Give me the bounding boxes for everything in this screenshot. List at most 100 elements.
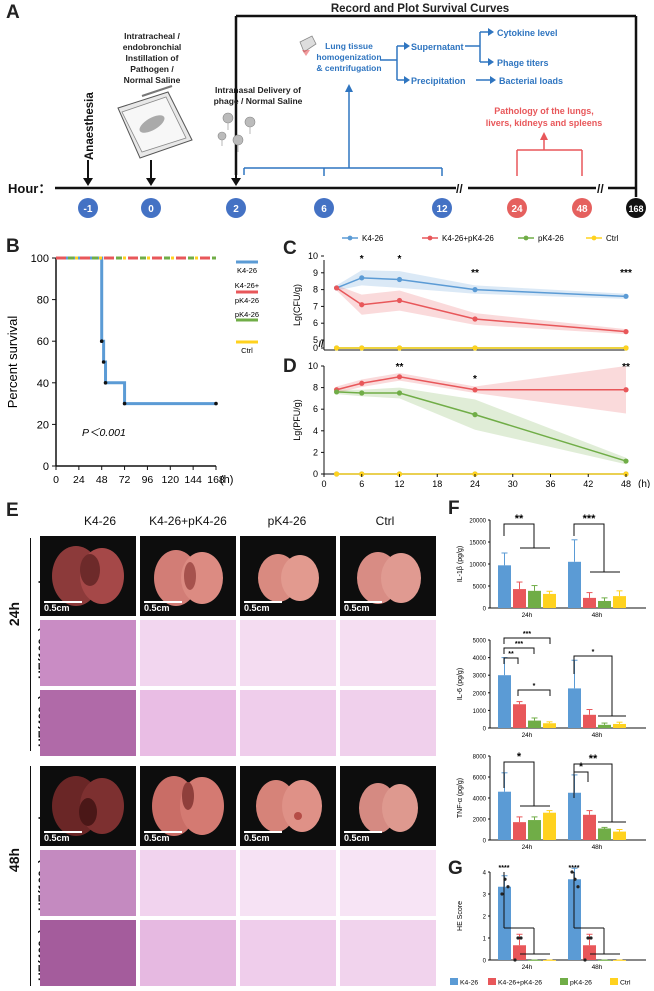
scale-label: 0.5cm — [244, 833, 270, 843]
he-100x-image — [40, 850, 136, 916]
x-tick-label: 0 — [321, 479, 326, 488]
y-tick-label: 20000 — [469, 519, 486, 525]
y-axis-label: Lg(CFU/g) — [292, 284, 302, 326]
lung-photo: 0.5cm — [240, 766, 336, 846]
lung-photo: 0.5cm — [240, 536, 336, 616]
x-tick-label: 24 — [73, 474, 85, 486]
data-point — [472, 387, 478, 393]
significance-mark: * — [533, 683, 536, 690]
bar — [613, 831, 626, 840]
bar — [498, 565, 511, 608]
y-tick-label: 10 — [308, 251, 318, 261]
x-tick-label: 18 — [432, 479, 442, 488]
significance-bracket — [503, 647, 535, 654]
significance-mark: ** — [471, 268, 479, 279]
hour-node: 48 — [572, 198, 592, 218]
he-400x-image — [340, 920, 436, 986]
lung-photo: 0.5cm — [340, 766, 436, 846]
col-header: pK4-26 — [267, 514, 307, 528]
y-tick-label: 1 — [483, 937, 487, 943]
il1b-chart: 0 5000 10000 15000 20000 IL-1β (pg/g) 24h 48h **… — [457, 513, 646, 619]
legend-swatch — [450, 978, 458, 985]
category-label: 24h — [522, 732, 533, 739]
legend-dot — [427, 235, 433, 241]
data-point — [396, 374, 403, 380]
homogenization-line-2: homogenization — [316, 52, 381, 62]
hour-node: 24 — [507, 198, 527, 218]
y-tick-label: 8 — [313, 285, 318, 295]
pathology-line-1: Pathology of the lungs, — [494, 106, 594, 116]
data-point — [623, 458, 629, 464]
he-400x-image — [240, 920, 336, 986]
category-label: 48h — [592, 732, 603, 739]
histology-panel: K4-26 K4-26+pK4-26 pK4-26 Ctrl 24h Lung … — [0, 500, 440, 991]
instillation-line-5: Normal Saline — [124, 75, 181, 85]
instillation-line-4: Pathogen / — [130, 64, 174, 74]
bar — [543, 723, 556, 728]
bar — [498, 791, 511, 840]
data-point — [359, 345, 365, 351]
intranasal-line-2: phage / Normal Saline — [214, 96, 303, 106]
data-point — [623, 293, 629, 299]
lung-photo: 0.5cm — [140, 766, 236, 846]
data-point — [396, 276, 403, 283]
data-point — [506, 885, 510, 889]
data-point — [586, 936, 590, 940]
panel-letter-g: G — [448, 858, 463, 879]
y-tick-label: 0 — [483, 727, 487, 733]
lung-photo: 0.5cm — [40, 766, 136, 846]
y-tick-label: 5000 — [473, 585, 487, 591]
hour-node: 168 — [626, 198, 646, 218]
data-point — [472, 412, 478, 418]
svg-text:12: 12 — [436, 204, 448, 215]
instillation-line-3: Instillation of — [126, 53, 179, 63]
axis-break: // — [597, 182, 604, 196]
data-point — [500, 892, 504, 896]
x-tick-label: 36 — [545, 479, 555, 488]
precipitation-label: Precipitation — [411, 76, 466, 86]
bar — [513, 945, 526, 960]
data-point — [570, 870, 574, 874]
data-point — [333, 345, 340, 351]
svg-text:-1: -1 — [84, 204, 93, 215]
axis-break: // — [456, 182, 463, 196]
data-point — [623, 345, 629, 351]
phage-illustration — [217, 112, 256, 152]
x-tick-label: 48 — [621, 479, 631, 488]
data-point — [589, 936, 593, 940]
tube-icon — [299, 35, 317, 56]
data-point — [396, 297, 403, 304]
mouse-board-illustration — [117, 85, 193, 159]
bar — [528, 720, 541, 728]
x-tick-label: 24 — [470, 479, 480, 488]
data-point — [359, 390, 365, 396]
he-100x-image — [140, 620, 236, 686]
data-point — [623, 387, 629, 393]
significance-bracket — [573, 655, 613, 674]
x-tick-label: 0 — [53, 474, 59, 486]
y-tick-label: 8 — [313, 383, 318, 393]
col-header: K4-26 — [83, 514, 117, 528]
data-point — [333, 389, 340, 395]
he-100x-image — [240, 850, 336, 916]
he-400x-image — [140, 690, 236, 756]
bar — [583, 945, 596, 960]
data-point — [333, 285, 340, 291]
x-tick-label: 96 — [142, 474, 154, 486]
group-bracket — [30, 766, 31, 986]
significance-bracket — [573, 771, 589, 782]
legend-label: K4-26+ — [235, 281, 260, 290]
legend-label: K4-26+pK4-26 — [498, 980, 542, 987]
y-tick-label: 60 — [37, 336, 49, 348]
lung-photo: 0.5cm — [140, 536, 236, 616]
svg-text:168: 168 — [628, 204, 643, 214]
hour-node: 6 — [314, 198, 334, 218]
significance-mark: * — [517, 751, 522, 763]
significance-mark: * — [592, 649, 595, 656]
homogenization-line-3: & centrifugation — [316, 63, 381, 73]
legend-dot — [523, 235, 529, 241]
significance-bracket — [503, 761, 535, 788]
bar — [583, 597, 596, 608]
y-tick-label: 15000 — [469, 541, 486, 547]
y-tick-label: 100 — [31, 253, 49, 265]
